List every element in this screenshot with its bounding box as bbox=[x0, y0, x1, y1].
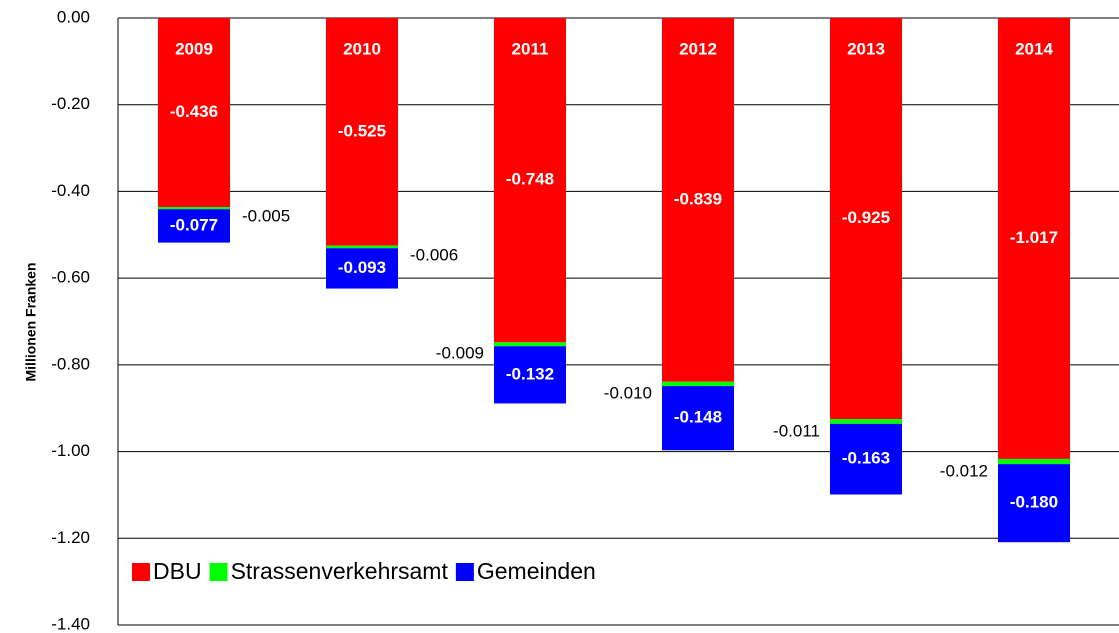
bar-segment bbox=[998, 464, 1070, 543]
data-label: -0.009 bbox=[436, 344, 484, 363]
data-label: -1.017 bbox=[1010, 228, 1058, 247]
bar-segment bbox=[998, 458, 1070, 465]
bar-segment bbox=[830, 423, 902, 495]
y-tick-label: -0.20 bbox=[51, 94, 90, 113]
legend-label: Strassenverkehrsamt bbox=[231, 558, 449, 584]
bar-segment bbox=[326, 245, 398, 249]
bar-segment bbox=[494, 18, 566, 343]
data-label: -0.839 bbox=[674, 189, 722, 208]
y-tick-label: -0.60 bbox=[51, 268, 90, 287]
category-label: 2010 bbox=[343, 39, 381, 58]
category-label: 2014 bbox=[1015, 39, 1053, 58]
bar-segment bbox=[158, 207, 230, 210]
y-axis-label: Millionen Franken bbox=[23, 262, 39, 381]
bar-segment bbox=[662, 18, 734, 382]
data-label: -0.148 bbox=[674, 408, 722, 427]
bar-segment bbox=[830, 18, 902, 420]
bar-segment bbox=[326, 18, 398, 246]
data-label: -0.011 bbox=[773, 421, 820, 440]
y-tick-label: -0.80 bbox=[51, 354, 90, 373]
y-tick-label: -1.40 bbox=[51, 614, 90, 633]
legend-swatch bbox=[455, 563, 474, 581]
legend-swatch bbox=[132, 563, 150, 581]
y-tick-label: -1.00 bbox=[51, 441, 90, 460]
data-label: -0.006 bbox=[410, 246, 458, 265]
data-label: -0.132 bbox=[506, 364, 554, 383]
bar-segment bbox=[830, 419, 902, 424]
y-tick-label: 0.00 bbox=[57, 7, 90, 26]
data-label: -0.093 bbox=[338, 258, 386, 277]
data-label: -0.925 bbox=[842, 208, 890, 227]
bar-segment bbox=[998, 18, 1070, 459]
data-label: -0.005 bbox=[242, 207, 290, 226]
category-label: 2013 bbox=[847, 39, 885, 58]
bar-segment bbox=[494, 342, 566, 347]
data-label: -0.180 bbox=[1010, 493, 1058, 512]
y-tick-label: -0.40 bbox=[51, 181, 90, 200]
data-label: -0.012 bbox=[940, 462, 988, 481]
data-label: -0.077 bbox=[170, 215, 218, 234]
bar-segment bbox=[662, 381, 734, 387]
data-label: -0.436 bbox=[170, 102, 218, 121]
bar-segment bbox=[326, 248, 398, 289]
legend-label: DBU bbox=[153, 558, 202, 584]
category-label: 2011 bbox=[512, 39, 549, 58]
category-label: 2012 bbox=[679, 39, 717, 58]
bar-segment bbox=[494, 346, 566, 404]
data-label: -0.748 bbox=[506, 170, 554, 189]
y-tick-label: -1.20 bbox=[51, 528, 90, 547]
legend-label: Gemeinden bbox=[477, 558, 596, 584]
data-label: -0.163 bbox=[842, 449, 890, 468]
category-label: 2009 bbox=[175, 39, 213, 58]
legend-swatch bbox=[209, 563, 228, 581]
bar-segment bbox=[662, 386, 734, 451]
bar-segment bbox=[158, 18, 230, 208]
data-label: -0.010 bbox=[604, 384, 652, 403]
bar-segment bbox=[158, 209, 230, 243]
data-label: -0.525 bbox=[338, 121, 386, 140]
